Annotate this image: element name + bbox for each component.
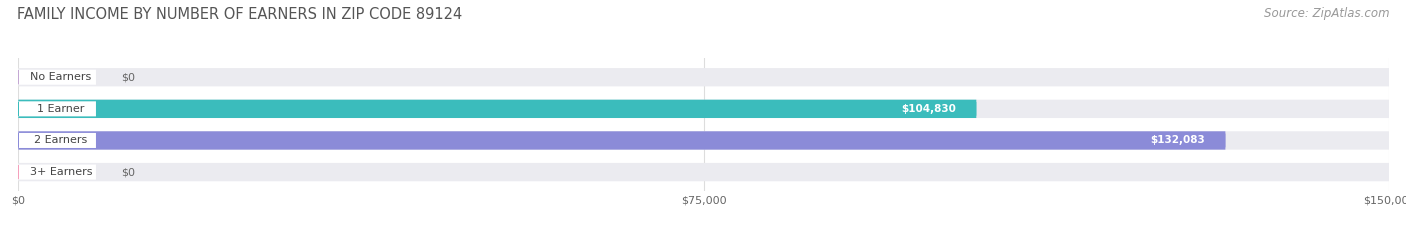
Text: $0: $0	[121, 167, 135, 177]
FancyBboxPatch shape	[18, 100, 976, 118]
FancyBboxPatch shape	[18, 131, 1389, 150]
FancyBboxPatch shape	[18, 101, 96, 116]
FancyBboxPatch shape	[1129, 134, 1226, 147]
FancyBboxPatch shape	[18, 70, 96, 85]
FancyBboxPatch shape	[18, 133, 96, 148]
FancyBboxPatch shape	[18, 131, 1226, 150]
Text: FAMILY INCOME BY NUMBER OF EARNERS IN ZIP CODE 89124: FAMILY INCOME BY NUMBER OF EARNERS IN ZI…	[17, 7, 463, 22]
Text: $132,083: $132,083	[1150, 135, 1205, 145]
Text: 2 Earners: 2 Earners	[34, 135, 87, 145]
Text: 1 Earner: 1 Earner	[38, 104, 84, 114]
FancyBboxPatch shape	[18, 163, 1389, 181]
FancyBboxPatch shape	[18, 164, 96, 180]
FancyBboxPatch shape	[18, 100, 1389, 118]
Text: $0: $0	[121, 72, 135, 82]
FancyBboxPatch shape	[18, 68, 1389, 86]
FancyBboxPatch shape	[880, 102, 976, 116]
Text: 3+ Earners: 3+ Earners	[30, 167, 93, 177]
Text: Source: ZipAtlas.com: Source: ZipAtlas.com	[1264, 7, 1389, 20]
Text: No Earners: No Earners	[31, 72, 91, 82]
Text: $104,830: $104,830	[901, 104, 956, 114]
